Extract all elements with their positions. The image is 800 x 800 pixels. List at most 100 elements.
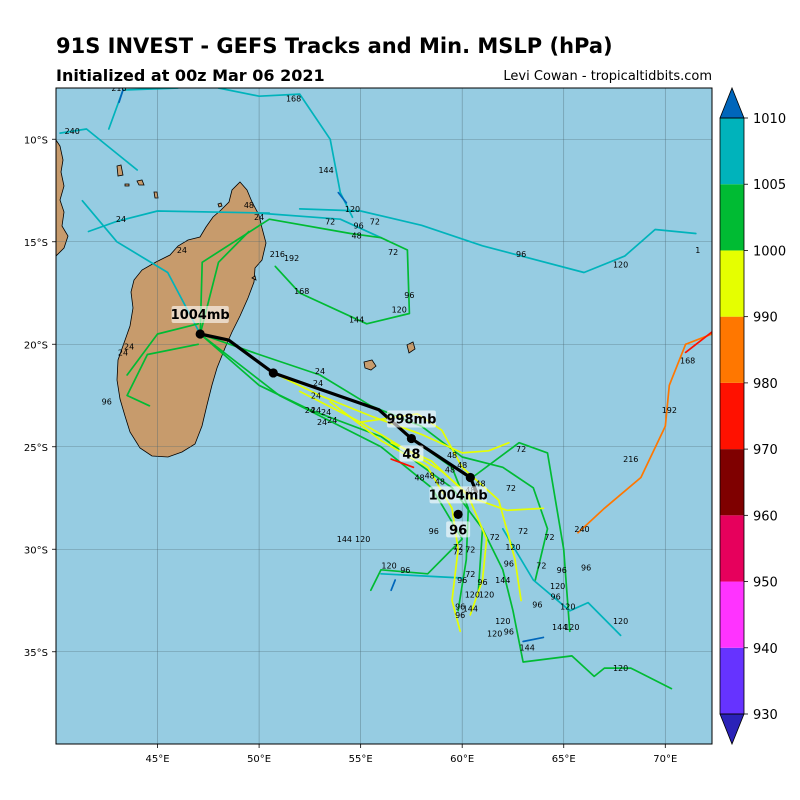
- forecast-hour-label: 72: [518, 527, 528, 536]
- colorbar-tick-label: 990: [753, 311, 778, 326]
- x-tick-label: 65°E: [552, 754, 576, 765]
- forecast-hour-label: 48: [414, 474, 424, 483]
- colorbar-segment: [720, 382, 744, 450]
- forecast-hour-label: 240: [574, 525, 589, 534]
- x-tick-label: 60°E: [450, 754, 474, 765]
- forecast-hour-label: 48: [445, 465, 455, 474]
- x-tick-label: 55°E: [349, 754, 373, 765]
- forecast-hour-label: 24: [313, 379, 323, 388]
- pressure-colorbar: 930 940 950 960 970 980 990 1000 1005 1010: [719, 86, 786, 746]
- colorbar-tick-label: 1010: [753, 112, 786, 127]
- forecast-hour-label: 120: [392, 305, 407, 314]
- colorbar-tick-label: 960: [753, 509, 778, 524]
- forecast-hour-label: 72: [465, 545, 475, 554]
- colorbar-tick-label: 970: [753, 443, 778, 458]
- member-track: [199, 333, 464, 592]
- forecast-hour-label: 96: [532, 601, 542, 610]
- forecast-hour-label: 24: [124, 342, 134, 351]
- forecast-hour-label: 96: [429, 527, 439, 536]
- forecast-hour-label: 72: [516, 445, 526, 454]
- colorbar-frame: [719, 117, 745, 715]
- forecast-hour-label: 216: [111, 84, 126, 93]
- forecast-hour-label: 240: [65, 127, 80, 136]
- colorbar-tick-label: 950: [753, 576, 778, 591]
- pressure-label-box: [171, 306, 229, 323]
- y-tick-label: 20°S: [24, 340, 48, 351]
- pressure-label-box: [429, 486, 487, 504]
- mean-track-point: [453, 509, 463, 519]
- forecast-hour-label: 96: [404, 291, 414, 300]
- forecast-hour-label: 216: [270, 250, 285, 259]
- member-track: [87, 210, 271, 233]
- comoros-island: [124, 183, 130, 187]
- comoros-island: [116, 164, 124, 177]
- forecast-hour-label: 24: [311, 406, 321, 415]
- forecast-hour-label: 48: [475, 480, 485, 489]
- forecast-hour-label: 168: [680, 357, 695, 366]
- forecast-hour-label: 144: [463, 605, 478, 614]
- member-track: [390, 579, 397, 592]
- forecast-hour-label: 96: [455, 603, 465, 612]
- forecast-hour-label: 72: [536, 562, 546, 571]
- forecast-hour-label: 120: [345, 205, 360, 214]
- forecast-hour-label: 72: [453, 543, 463, 552]
- forecast-hour-label: 144: [552, 623, 567, 632]
- colorbar-segment: [720, 250, 744, 317]
- colorbar-max-extension: [719, 86, 745, 119]
- mean-hour-label: 96: [449, 523, 467, 538]
- forecast-hour-label: 120: [613, 260, 628, 269]
- y-tick-label: 35°S: [24, 648, 48, 659]
- mean-track-line: [198, 332, 478, 494]
- colorbar-tick-label: 930: [753, 708, 778, 723]
- forecast-hour-label: 72: [506, 484, 516, 493]
- chart-subtitle: Initialized at 00z Mar 06 2021: [56, 66, 325, 85]
- colorbar-segment: [720, 515, 744, 582]
- forecast-hour-label: 96: [504, 627, 514, 636]
- forecast-hour-label: 144: [349, 316, 364, 325]
- mean-track-point: [406, 433, 417, 444]
- forecast-hour-label: 144: [520, 644, 535, 653]
- colorbar-segment: [720, 581, 744, 648]
- hour-label-box: [446, 521, 471, 538]
- forecast-hour-label: 96: [102, 398, 112, 407]
- forecast-hour-label: 120: [564, 623, 579, 632]
- forecast-hour-label: 24: [177, 246, 187, 255]
- mauritius-island: [406, 341, 416, 354]
- pressure-label: 1004mb: [171, 308, 230, 323]
- forecast-hour-label: 168: [294, 287, 309, 296]
- member-track: [272, 372, 510, 454]
- member-track: [298, 208, 697, 274]
- forecast-hour-label: 1: [695, 246, 700, 255]
- forecast-hour-label: 96: [354, 221, 364, 230]
- member-track: [329, 400, 462, 633]
- forecast-hour-label: 216: [623, 455, 638, 464]
- forecast-hour-label: 120: [550, 582, 565, 591]
- member-track: [199, 218, 411, 335]
- grid-lines: [56, 88, 712, 744]
- forecast-hour-label: 120: [613, 664, 628, 673]
- x-tick-label: 45°E: [146, 754, 170, 765]
- forecast-hour-label: 144: [318, 166, 333, 175]
- member-track: [59, 128, 139, 171]
- member-track: [126, 343, 200, 407]
- colorbar-segment: [720, 184, 744, 251]
- forecast-hour-label: 96: [477, 578, 487, 587]
- forecast-hour-label: 96: [400, 566, 410, 575]
- colorbar-segment: [720, 647, 744, 714]
- member-track: [126, 322, 200, 376]
- colorbar-segment: [720, 449, 744, 516]
- colorbar-tick-label: 1005: [753, 178, 786, 193]
- member-track: [501, 527, 622, 637]
- forecast-hour-label: 72: [325, 217, 335, 226]
- forecast-hour-label: 72: [465, 570, 475, 579]
- forecast-hour-label: 96: [504, 560, 514, 569]
- member-track: [390, 458, 415, 469]
- forecast-hour-label: 96: [516, 250, 526, 259]
- forecast-hour-label: 48: [351, 232, 361, 241]
- forecast-hour-label: 24: [118, 348, 128, 357]
- ensemble-tracks: [59, 88, 712, 690]
- forecast-hour-label: 72: [388, 248, 398, 257]
- x-tick-label: 70°E: [653, 754, 677, 765]
